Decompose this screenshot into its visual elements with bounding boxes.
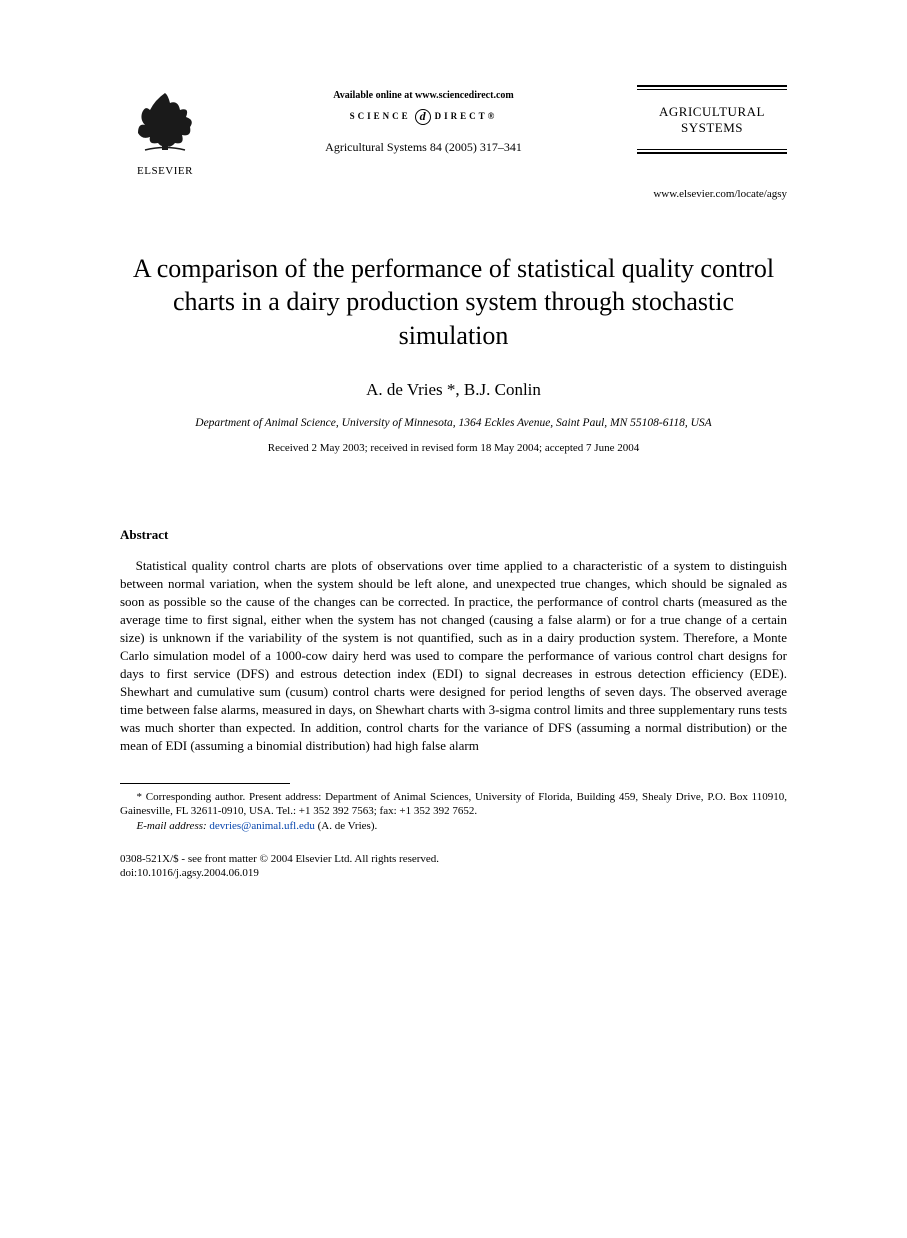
abstract-body: Statistical quality control charts are p…	[120, 557, 787, 754]
copyright-line: 0308-521X/$ - see front matter © 2004 El…	[120, 852, 787, 866]
journal-box-line2: SYSTEMS	[681, 120, 743, 135]
available-online-text: Available online at www.sciencedirect.co…	[210, 89, 637, 103]
sciencedirect-logo: SCIENCE d DIRECT®	[210, 109, 637, 125]
article-title: A comparison of the performance of stati…	[120, 252, 787, 353]
citation-line: Agricultural Systems 84 (2005) 317–341	[210, 139, 637, 155]
header: ELSEVIER Available online at www.science…	[120, 85, 787, 179]
email-footnote: E-mail address: devries@animal.ufl.edu (…	[120, 819, 787, 834]
authors-line: A. de Vries *, B.J. Conlin	[120, 379, 787, 402]
email-attribution: (A. de Vries).	[318, 820, 378, 832]
email-link[interactable]: devries@animal.ufl.edu	[209, 820, 314, 832]
journal-box-line1: AGRICULTURAL	[659, 104, 765, 119]
copyright-block: 0308-521X/$ - see front matter © 2004 El…	[120, 852, 787, 881]
abstract-heading: Abstract	[120, 526, 787, 544]
box-rule-bottom	[637, 149, 787, 154]
publisher-name: ELSEVIER	[120, 164, 210, 179]
sd-text-right: DIRECT®	[435, 110, 498, 122]
sd-d-icon: d	[415, 109, 431, 125]
elsevier-tree-icon	[130, 85, 200, 155]
journal-box-title: AGRICULTURAL SYSTEMS	[637, 104, 787, 135]
email-label: E-mail address:	[137, 820, 207, 832]
header-center: Available online at www.sciencedirect.co…	[210, 85, 637, 155]
box-rule-top	[637, 85, 787, 90]
doi-line: doi:10.1016/j.agsy.2004.06.019	[120, 866, 787, 880]
sd-text-left: SCIENCE	[350, 110, 411, 122]
corresponding-author-footnote: * Corresponding author. Present address:…	[120, 790, 787, 820]
affiliation: Department of Animal Science, University…	[120, 416, 787, 431]
journal-url: www.elsevier.com/locate/agsy	[120, 187, 787, 202]
article-dates: Received 2 May 2003; received in revised…	[120, 441, 787, 456]
journal-title-box: AGRICULTURAL SYSTEMS	[637, 85, 787, 154]
publisher-logo-block: ELSEVIER	[120, 85, 210, 179]
footnote-rule	[120, 783, 290, 784]
